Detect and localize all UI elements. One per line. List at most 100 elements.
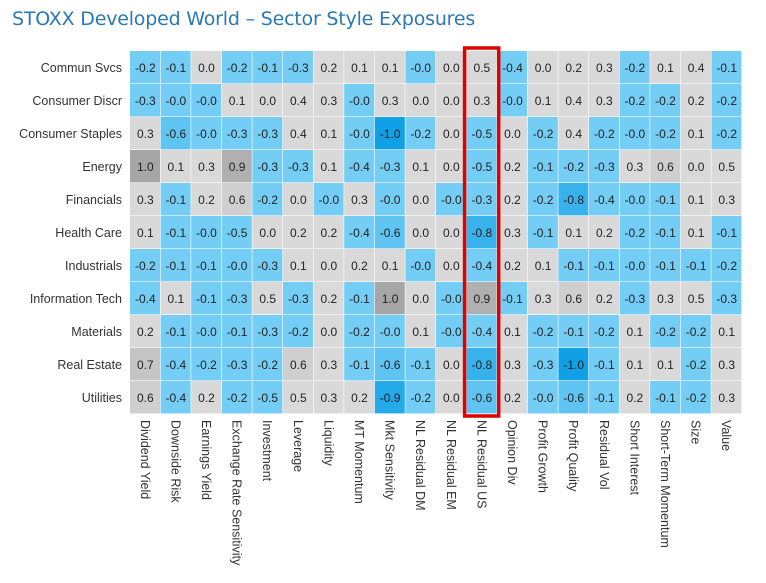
cell-value-label: 0.2	[321, 292, 338, 306]
cell-value-label: -1.0	[563, 358, 584, 372]
cell-value-label: -0.0	[380, 325, 401, 339]
heatmap-cell	[558, 183, 589, 216]
cell-value-label: 0.3	[321, 358, 338, 372]
cell-value-label: 0.2	[504, 160, 521, 174]
cell-value-label: -0.4	[472, 325, 493, 339]
cell-value-label: -0.1	[502, 292, 523, 306]
heatmap-cell	[405, 51, 436, 84]
heatmap-cell	[313, 117, 344, 150]
heatmap-cell	[160, 315, 191, 348]
cell-value-label: -0.0	[441, 325, 462, 339]
heatmap-cell	[221, 51, 252, 84]
cell-value-label: 0.0	[321, 325, 338, 339]
cell-value-label: 0.0	[504, 127, 521, 141]
cell-value-label: 0.3	[351, 193, 368, 207]
cell-value-label: -0.2	[625, 61, 646, 75]
cell-value-label: -0.0	[196, 94, 217, 108]
row-label: Consumer Staples	[19, 127, 122, 141]
cell-value-label: -0.1	[594, 391, 615, 405]
cell-value-label: -0.1	[349, 358, 370, 372]
heatmap-cell	[680, 315, 711, 348]
heatmap-cell	[313, 348, 344, 381]
cell-value-label: 0.0	[443, 358, 460, 372]
heatmap-cell	[711, 315, 742, 348]
cell-value-label: 0.1	[290, 259, 307, 273]
cell-value-label: 0.6	[657, 160, 674, 174]
heatmap-cell	[405, 183, 436, 216]
heatmap-cell	[130, 348, 160, 381]
cell-value-label: 0.3	[718, 391, 735, 405]
heatmap-cell	[711, 381, 742, 414]
cell-value-label: 0.1	[168, 160, 185, 174]
column-label: Mkt Sensitivity	[383, 420, 397, 501]
cell-value-label: -0.2	[655, 127, 676, 141]
heatmap-cell	[252, 249, 283, 282]
cell-value-label: 0.2	[321, 61, 338, 75]
cell-value-label: 0.4	[290, 94, 307, 108]
cell-value-label: -0.0	[349, 127, 370, 141]
heatmap-cell	[405, 249, 436, 282]
cell-value-label: -0.4	[502, 61, 523, 75]
heatmap-cell	[650, 117, 681, 150]
cell-value-label: 0.1	[168, 292, 185, 306]
cell-value-label: -0.3	[594, 160, 615, 174]
cell-value-label: 0.2	[565, 61, 582, 75]
cell-value-label: 0.2	[596, 226, 613, 240]
cell-value-label: 0.3	[718, 358, 735, 372]
cell-value-label: 0.2	[351, 391, 368, 405]
cell-value-label: 0.1	[718, 325, 735, 339]
heatmap-cell	[160, 249, 191, 282]
column-label: Dividend Yield	[138, 420, 152, 499]
cell-value-label: 0.3	[504, 226, 521, 240]
heatmap-cell	[527, 84, 558, 117]
heatmap-cell	[313, 150, 344, 183]
cell-value-label: 0.7	[137, 358, 154, 372]
cell-value-label: 0.4	[688, 61, 705, 75]
heatmap-cell	[619, 84, 650, 117]
cell-value-label: -0.0	[502, 94, 523, 108]
heatmap-cell	[436, 51, 466, 84]
heatmap-cell	[558, 381, 589, 414]
heatmap-cell	[558, 117, 589, 150]
heatmap-cell	[619, 150, 650, 183]
heatmap-cell	[191, 117, 222, 150]
cell-value-label: 1.0	[137, 160, 154, 174]
cell-value-label: 0.1	[321, 160, 338, 174]
heatmap-cell	[436, 348, 466, 381]
heatmap-cell	[527, 249, 558, 282]
heatmap-cell	[374, 150, 405, 183]
cell-value-label: 0.0	[443, 259, 460, 273]
heatmap-cell	[466, 249, 497, 282]
heatmap-cell	[221, 216, 252, 249]
heatmap-cell	[589, 381, 619, 414]
heatmap-cell	[130, 216, 160, 249]
heatmap-cell	[619, 216, 650, 249]
cell-value-label: -0.1	[533, 226, 554, 240]
cell-value-label: -0.2	[594, 127, 615, 141]
cell-value-label: -0.6	[380, 226, 401, 240]
heatmap-cell	[374, 216, 405, 249]
cell-value-label: -0.3	[257, 259, 278, 273]
heatmap-cell	[405, 381, 436, 414]
heatmap-cell	[558, 282, 589, 315]
cell-value-label: -0.1	[166, 193, 187, 207]
cell-value-label: -0.4	[135, 292, 156, 306]
column-label: Residual Vol	[597, 420, 611, 490]
heatmap-cell	[711, 282, 742, 315]
heatmap-cell	[191, 315, 222, 348]
heatmap-cell	[344, 117, 375, 150]
cell-value-label: -0.2	[410, 127, 431, 141]
heatmap-cell	[374, 282, 405, 315]
row-label: Consumer Discr	[32, 94, 122, 108]
cell-value-label: -0.2	[135, 259, 156, 273]
heatmap-cell	[313, 381, 344, 414]
cell-value-label: 0.1	[657, 61, 674, 75]
cell-value-label: -0.3	[227, 358, 248, 372]
heatmap-cell	[221, 282, 252, 315]
heatmap-cell	[589, 183, 619, 216]
heatmap-cell	[466, 315, 497, 348]
cell-value-label: 0.6	[290, 358, 307, 372]
cell-value-label: -0.2	[686, 391, 707, 405]
heatmap-cell	[466, 84, 497, 117]
heatmap-cell	[283, 51, 313, 84]
